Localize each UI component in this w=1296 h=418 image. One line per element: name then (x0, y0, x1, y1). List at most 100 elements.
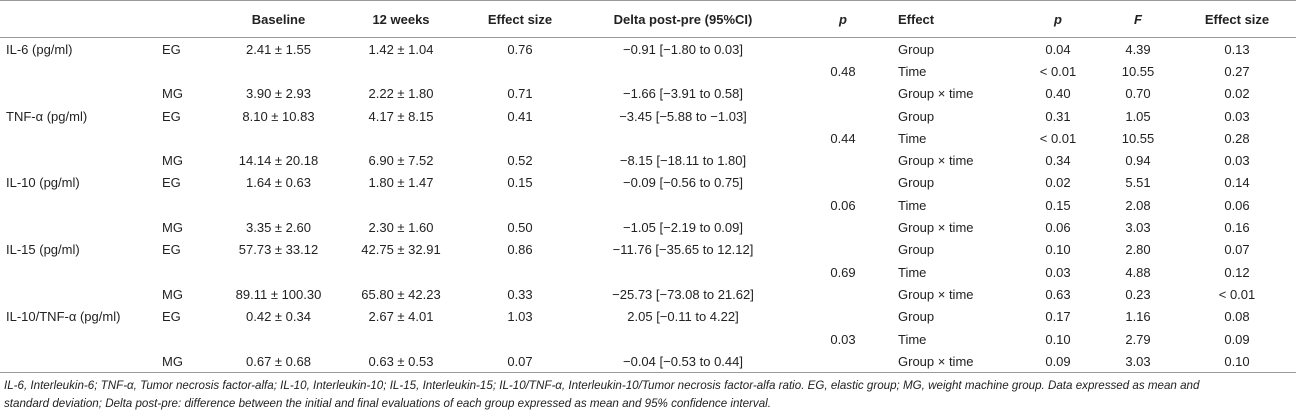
cell-group: EG (162, 175, 181, 191)
cell-p: 0.63 (1045, 286, 1071, 302)
cell-effect-size: 0.07 (462, 350, 578, 374)
cell-12-weeks: 0.63 ± 0.53 (340, 350, 462, 374)
header-baseline: Baseline (217, 0, 340, 38)
header-p-between: p (788, 0, 898, 38)
cell-group: MG (162, 286, 183, 302)
cell-effect-size: 0.15 (507, 175, 533, 191)
cell-variable (0, 283, 162, 305)
cell-effect: Time (898, 197, 927, 213)
cell-group (162, 60, 217, 82)
cell-12-weeks: 4.17 ± 8.15 (368, 108, 434, 124)
cell-group: MG (162, 350, 217, 374)
cell-p: 0.09 (1018, 350, 1098, 374)
cell-effect-size-2: 0.09 (1224, 331, 1250, 347)
cell-effect-size: 0.50 (507, 220, 533, 236)
cell-baseline: 3.35 ± 2.60 (246, 220, 311, 236)
cell-f: 3.03 (1098, 350, 1178, 374)
header-effect: Effect (898, 0, 1018, 38)
cell-p: < 0.01 (1039, 63, 1077, 79)
footnote-line-1: IL-6, Interleukin-6; TNF-α, Tumor necros… (4, 379, 1200, 392)
cell-12-weeks: 1.42 ± 1.04 (368, 41, 434, 57)
cell-effect-size: 0.33 (507, 286, 533, 302)
cell-group: MG (162, 220, 183, 236)
header-f: F (1098, 0, 1178, 38)
cell-12-weeks: 6.90 ± 7.52 (368, 153, 434, 169)
cell-effect-size-2: 0.28 (1224, 130, 1250, 146)
cell-p: 0.17 (1045, 309, 1071, 325)
cell-effect-size: 0.41 (507, 108, 533, 124)
cell-f: 10.55 (1121, 130, 1155, 146)
cell-baseline: 57.73 ± 33.12 (238, 242, 319, 258)
cell-effect: Group (898, 41, 935, 57)
cell-12-weeks (340, 127, 462, 149)
table-row: MG 3.35 ± 2.60 2.30 ± 1.60 0.50 −1.05 [−2.19… (0, 216, 1296, 238)
cell-baseline: 89.11 ± 100.30 (235, 286, 322, 302)
cell-p: 0.40 (1045, 86, 1071, 102)
cell-effect: Group × time (898, 86, 974, 102)
cell-effect: Group (898, 242, 935, 258)
cell-p: 0.10 (1045, 242, 1071, 258)
cell-f: 5.51 (1125, 175, 1151, 191)
cell-effect-size (462, 194, 578, 216)
cell-variable (0, 149, 162, 171)
cell-baseline: 2.41 ± 1.55 (246, 41, 311, 57)
cell-p-between (788, 350, 898, 374)
cell-variable: IL-10/TNF-α (pg/ml) (6, 309, 121, 325)
table-row: MG 14.14 ± 20.18 6.90 ± 7.52 0.52 −8.15 [−18… (0, 149, 1296, 171)
cell-12-weeks: 2.67 ± 4.01 (368, 309, 434, 325)
cell-group: EG (162, 41, 181, 57)
cell-effect-size (462, 261, 578, 283)
cell-variable: TNF-α (pg/ml) (6, 108, 88, 124)
cell-f: 0.94 (1125, 153, 1151, 169)
cell-baseline (217, 261, 340, 283)
cell-effect: Time (898, 331, 927, 347)
cell-f: 3.03 (1125, 220, 1151, 236)
cell-baseline: 3.90 ± 2.93 (246, 86, 311, 102)
cell-delta (578, 261, 788, 283)
cell-12-weeks (340, 194, 462, 216)
table-row: IL-10/TNF-α (pg/ml) EG 0.42 ± 0.34 2.67 ± 4… (0, 306, 1296, 328)
cell-f: 2.08 (1125, 197, 1151, 213)
cell-effect-size: 1.03 (507, 309, 533, 325)
cell-effect: Group × time (898, 153, 974, 169)
cell-p: 0.34 (1045, 153, 1071, 169)
cell-p: 0.03 (1045, 264, 1071, 280)
cell-effect-size-2: 0.14 (1224, 175, 1250, 191)
cell-effect-size-2: 0.08 (1224, 309, 1250, 325)
header-group (162, 0, 217, 38)
table-row: MG 89.11 ± 100.30 65.80 ± 42.23 0.33 −25.73 … (0, 283, 1296, 305)
cell-p-between: 0.03 (830, 331, 856, 347)
cell-p-between: 0.48 (830, 63, 856, 79)
cell-effect: Group × time (898, 286, 974, 302)
cell-group (162, 194, 217, 216)
cell-variable (0, 194, 162, 216)
cell-effect-size-2: 0.16 (1224, 220, 1250, 236)
cell-baseline: 0.67 ± 0.68 (217, 350, 340, 374)
cell-effect-size-2: 0.12 (1224, 264, 1250, 280)
cell-f: 4.39 (1125, 41, 1151, 57)
cell-delta (578, 194, 788, 216)
cell-delta: −0.04 [−0.53 to 0.44] (578, 350, 788, 374)
cell-variable (0, 60, 162, 82)
cell-f: 0.70 (1125, 86, 1151, 102)
cell-delta (578, 60, 788, 82)
cell-12-weeks: 42.75 ± 32.91 (361, 242, 441, 258)
cell-p: 0.04 (1045, 41, 1071, 57)
cell-effect: Group × time (898, 350, 1018, 374)
cell-effect-size-2: 0.07 (1224, 242, 1250, 258)
header-row: Baseline 12 weeks Effect size Delta post… (0, 0, 1296, 38)
cell-delta (578, 127, 788, 149)
cell-baseline (217, 328, 340, 350)
cell-effect-size-2: 0.03 (1224, 153, 1250, 169)
cell-p-between (788, 83, 898, 105)
cell-delta: 2.05 [−0.11 to 4.22] (627, 309, 739, 325)
cell-p-between (788, 149, 898, 171)
cell-group (162, 261, 217, 283)
table-row: 0.69 Time 0.03 4.88 0.12 (0, 261, 1296, 283)
cell-effect-size-2: 0.27 (1224, 63, 1250, 79)
cell-p-between (788, 283, 898, 305)
cell-p-between: 0.06 (830, 197, 856, 213)
cell-group (162, 328, 217, 350)
table-row: IL-6 (pg/ml) EG 2.41 ± 1.55 1.42 ± 1.04 0.76… (0, 38, 1296, 61)
